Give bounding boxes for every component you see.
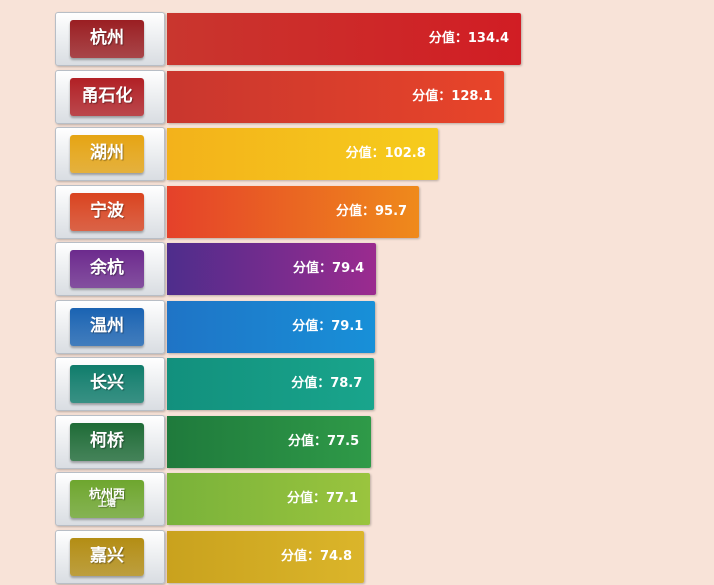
category-label-card: 嘉兴	[55, 529, 165, 584]
bar	[167, 530, 365, 583]
bar-value-label: 分值：77.1	[286, 491, 359, 506]
category-name: 杭州	[90, 28, 124, 49]
bar-row: 嘉兴 分值：74.8	[55, 529, 714, 584]
category-name: 温州	[90, 315, 124, 336]
category-badge: 杭州西 上塘	[70, 480, 144, 518]
bar-row: 湖州 分值：102.8	[55, 127, 714, 181]
category-label-card: 杭州西 上塘	[55, 472, 165, 526]
category-label-card: 长兴	[55, 357, 165, 411]
category-name: 甬石化	[81, 85, 133, 106]
category-name: 湖州	[90, 143, 124, 164]
category-name: 柯桥	[90, 430, 124, 451]
category-name: 长兴	[90, 373, 124, 394]
bar-value-label: 分值：74.8	[280, 548, 353, 564]
bar-row: 甬石化 分值：128.1	[55, 69, 714, 124]
category-name: 杭州西	[88, 486, 125, 501]
bar-value-label: 分值：102.8	[345, 146, 426, 161]
category-badge: 长兴	[70, 365, 144, 403]
bar	[167, 243, 377, 295]
bar	[167, 358, 375, 410]
bar	[167, 300, 376, 353]
category-badge: 温州	[70, 307, 144, 346]
bar	[167, 473, 371, 525]
category-badge: 杭州	[70, 20, 144, 58]
bar-row: 杭州西 上塘 分值：77.1	[55, 472, 714, 526]
category-label-card: 柯桥	[55, 414, 165, 469]
bar-value-label: 分值：79.4	[293, 261, 365, 276]
bar-value-label: 分值：77.5	[288, 433, 360, 449]
bar-row: 杭州 分值：134.4	[55, 12, 714, 66]
category-label-card: 杭州	[55, 12, 165, 66]
bar	[167, 13, 521, 65]
category-label-card: 宁波	[55, 184, 165, 239]
category-name: 宁波	[90, 200, 124, 221]
bar	[167, 185, 420, 238]
bar-row: 温州 分值：79.1	[55, 299, 714, 354]
category-label-card: 温州	[55, 299, 165, 354]
category-name: 嘉兴	[90, 545, 124, 566]
bar-value-label: 分值：128.1	[412, 88, 493, 104]
category-badge: 余杭	[70, 250, 144, 288]
bar-row: 柯桥 分值：77.5	[55, 414, 714, 469]
category-label-card: 湖州	[55, 127, 165, 181]
bar-value-label: 分值：134.4	[428, 31, 509, 46]
bar-value-label: 分值：79.1	[292, 318, 364, 334]
category-name: 余杭	[90, 258, 124, 279]
category-badge: 湖州	[70, 135, 144, 173]
category-label-card: 甬石化	[55, 69, 165, 124]
bar-value-label: 分值：78.7	[291, 376, 363, 391]
category-badge: 柯桥	[70, 422, 144, 461]
bar	[167, 70, 505, 123]
category-label-card: 余杭	[55, 242, 165, 296]
category-subname: 上塘	[97, 499, 116, 510]
bar-row: 宁波 分值：95.7	[55, 184, 714, 239]
bar-row: 长兴 分值：78.7	[55, 357, 714, 411]
category-badge: 宁波	[70, 192, 144, 231]
bar	[167, 128, 438, 180]
category-badge: 甬石化	[70, 77, 144, 116]
bar-value-label: 分值：95.7	[335, 203, 408, 219]
bar-row: 余杭 分值：79.4	[55, 242, 714, 296]
category-badge: 嘉兴	[70, 537, 144, 576]
bar	[167, 415, 372, 468]
